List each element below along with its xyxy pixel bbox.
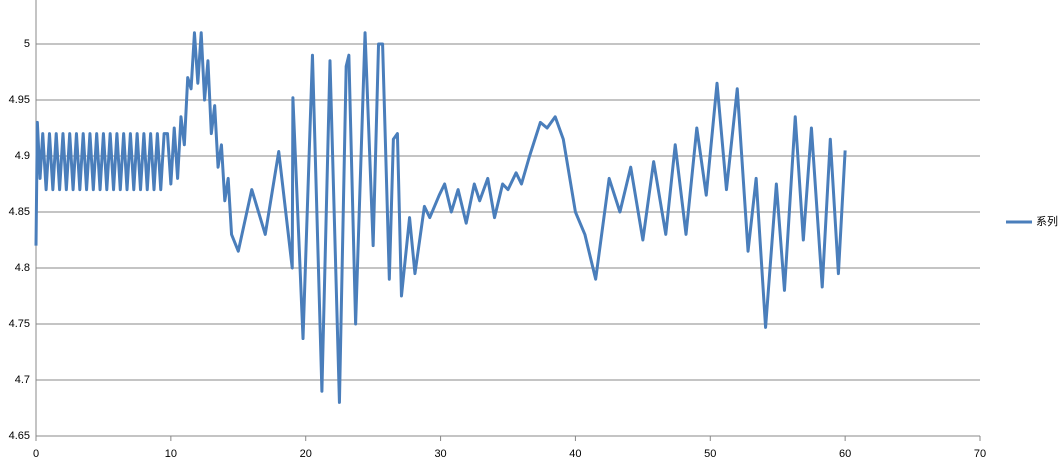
- x-tick-label: 10: [165, 448, 177, 460]
- series-line: [34, 31, 847, 404]
- x-tick-label: 70: [974, 448, 986, 460]
- y-tick-label: 4.65: [9, 430, 30, 442]
- x-tick-label: 30: [434, 448, 446, 460]
- y-tick-label: 4.9: [15, 150, 30, 162]
- x-tick-label: 50: [704, 448, 716, 460]
- y-tick-label: 4.8: [15, 262, 30, 274]
- y-tick-label: 4.95: [9, 94, 30, 106]
- x-tick-label: 60: [839, 448, 851, 460]
- legend-label: 系列: [1036, 214, 1058, 228]
- y-tick-label: 4.75: [9, 318, 30, 330]
- y-tick-label: 5: [24, 38, 30, 50]
- y-tick-label: 4.7: [15, 374, 30, 386]
- x-tick-label: 0: [33, 448, 39, 460]
- y-tick-label: 4.85: [9, 206, 30, 218]
- x-tick-label: 40: [569, 448, 581, 460]
- x-tick-label: 20: [300, 448, 312, 460]
